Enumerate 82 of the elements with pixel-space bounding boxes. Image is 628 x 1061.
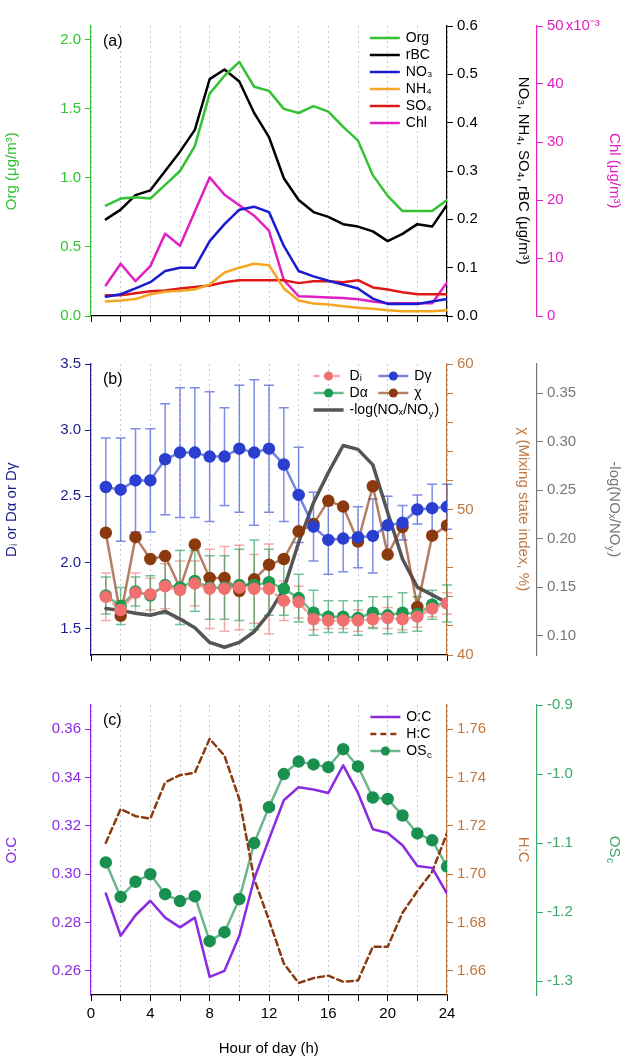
y3-axis-title: Chl (μg/m³) (606, 133, 624, 209)
y-tick-label: 0.32 (51, 815, 81, 833)
y3-tick-label: 0.15 (547, 577, 577, 595)
annotation: (b) (103, 370, 123, 388)
y2-tick-label: 1.76 (457, 719, 487, 737)
x-tick-label: 24 (438, 1004, 456, 1022)
y3-tick-label: 0 (547, 306, 556, 324)
y-tick-label: 2.5 (60, 486, 81, 504)
legend-label: Dγ (414, 366, 432, 383)
y-tick-label: 0.5 (60, 237, 81, 255)
y2-tick-label: 0.5 (457, 64, 478, 82)
legend-label: Chl (405, 113, 427, 130)
x-tick-label: 16 (319, 1004, 337, 1022)
legend-label: NH₄ (405, 79, 433, 96)
y-tick-label: 3.0 (60, 420, 81, 438)
legend-label: Dᵢ (349, 366, 362, 383)
y2-tick-label: 1.70 (457, 864, 487, 882)
y2-tick-label: 0.0 (457, 306, 478, 324)
y3-tick-label: 10 (547, 248, 564, 266)
y-tick-label: 0.36 (51, 719, 81, 737)
y-tick-label: 0.28 (51, 912, 81, 930)
x-tick-label: 12 (260, 1004, 278, 1022)
y-tick-label: 0.30 (51, 864, 81, 882)
y2-tick-label: 60 (457, 354, 474, 372)
y-axis-title: O:C (2, 836, 20, 864)
y-tick-label: 2.0 (60, 29, 81, 47)
legend-label: NO₃ (405, 62, 433, 79)
y-tick-label: 2.0 (60, 552, 81, 570)
legend-label: Dα (349, 383, 368, 400)
y3-tick-label: 40 (547, 74, 564, 92)
y-tick-label: 0.26 (51, 960, 81, 978)
y3-tick-label: 0.10 (547, 625, 577, 643)
y3-tick-label: 0.25 (547, 480, 577, 498)
x-tick-label: 20 (379, 1004, 397, 1022)
x-tick-label: 8 (205, 1004, 214, 1022)
y3-tick-label: 50 (547, 16, 564, 34)
y2-tick-label: 0.2 (457, 209, 478, 227)
legend-label: H:C (406, 724, 431, 741)
y-axis-title: Dᵢ or Dα or Dγ (2, 462, 20, 557)
y3-tick-label: -1.1 (547, 833, 573, 851)
y3-tick-label: 0.20 (547, 528, 577, 546)
legend-label: rBC (405, 45, 430, 62)
y-tick-label: 1.0 (60, 168, 81, 186)
annotation: (c) (103, 711, 122, 729)
y3-tick-label: -1.2 (547, 902, 573, 920)
x-tick-label: 4 (146, 1004, 155, 1022)
y-tick-label: 1.5 (60, 618, 81, 636)
y2-axis-title: H:C (515, 836, 533, 863)
y2-tick-label: 40 (457, 645, 474, 663)
y-axis-title: Org (μg/m³) (2, 132, 20, 211)
y2-tick-label: 1.74 (457, 767, 487, 785)
y-tick-label: 3.5 (60, 354, 81, 372)
y3-tick-label: -1.3 (547, 971, 573, 989)
legend-label: SO₄ (405, 96, 433, 113)
y-tick-label: 0.0 (60, 306, 81, 324)
y3-axis-title: OSc (604, 835, 624, 864)
y2-tick-label: 1.68 (457, 912, 487, 930)
x-tick-label: 0 (86, 1004, 96, 1022)
y-tick-label: 0.34 (51, 767, 81, 785)
y3-tick-label: -1.0 (547, 764, 573, 782)
y3-tick-label: 0.35 (547, 383, 577, 401)
text: x10⁻³ (565, 16, 600, 34)
y3-tick-label: 20 (547, 190, 564, 208)
legend-label: Org (405, 28, 430, 45)
y2-tick-label: 0.3 (457, 161, 478, 179)
annotation: (a) (103, 32, 123, 50)
y3-tick-label: -0.9 (547, 695, 573, 713)
y3-tick-label: 30 (547, 132, 564, 150)
y2-axis-title: NO₃, NH₄, SO₄, rBC (μg/m³) (515, 76, 533, 265)
y2-tick-label: 1.72 (457, 815, 487, 833)
y2-tick-label: 0.1 (457, 257, 478, 275)
y-tick-label: 1.5 (60, 99, 81, 116)
y2-tick-label: 1.66 (457, 960, 487, 978)
x-axis-title: Hour of day (h) (218, 1039, 319, 1057)
legend-label: χ (414, 383, 423, 400)
y2-axis-title: χ (Mixing state index, %) (515, 427, 533, 592)
legend-label: O:C (406, 707, 432, 724)
y2-tick-label: 0.4 (457, 112, 478, 130)
y3-tick-label: 0.30 (547, 431, 577, 449)
y2-tick-label: 0.6 (457, 16, 478, 34)
y3-axis-title: -log(NOₓ/NOy) (604, 461, 624, 558)
y2-tick-label: 50 (457, 499, 474, 517)
